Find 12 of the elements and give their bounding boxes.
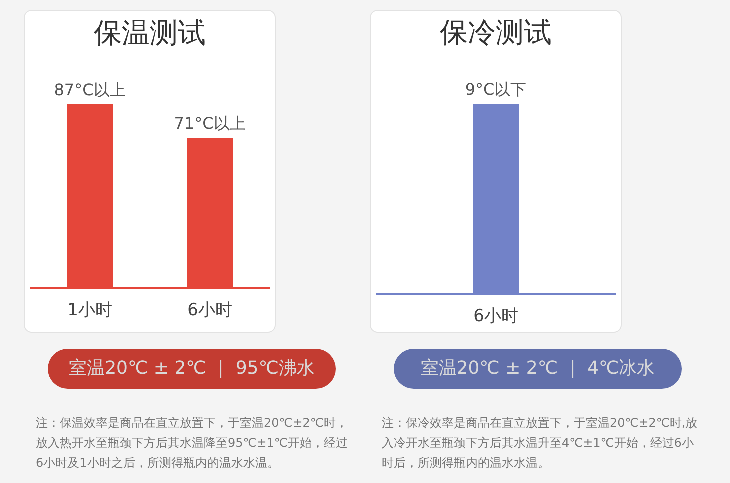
x-tick-label: 6小时: [188, 300, 232, 320]
x-tick-label: 1小时: [68, 300, 112, 320]
x-tick-label: 6小时: [474, 306, 518, 326]
chart-title: 保温测试: [94, 16, 206, 50]
data-label: 71°C以上: [174, 114, 246, 134]
text: 室温20℃ ± 2℃ ｜ 4℃冰水: [394, 349, 682, 389]
data-label: 9°C以下: [465, 80, 527, 99]
chart-title: 保冷测试: [440, 16, 552, 49]
text: 注：保温效率是商品在直立放置下，于室温20℃±2℃时，放入热开水至瓶颈下方后其水温降至95℃±1℃开始，经过6小时及1小时之后，所测得瓶内的温水水温。: [36, 415, 349, 472]
text: 室温20℃ ± 2℃ ｜ 95℃沸水: [48, 349, 336, 389]
text: 注：保冷效率是商品在直立放置下，于室温20℃±2℃时,放入冷开水至瓶颈下方后其水温升至4℃±1℃开始，经过6小时后，所测得瓶内的温水水温。: [382, 415, 699, 472]
data-label: 87°C以上: [54, 80, 126, 100]
